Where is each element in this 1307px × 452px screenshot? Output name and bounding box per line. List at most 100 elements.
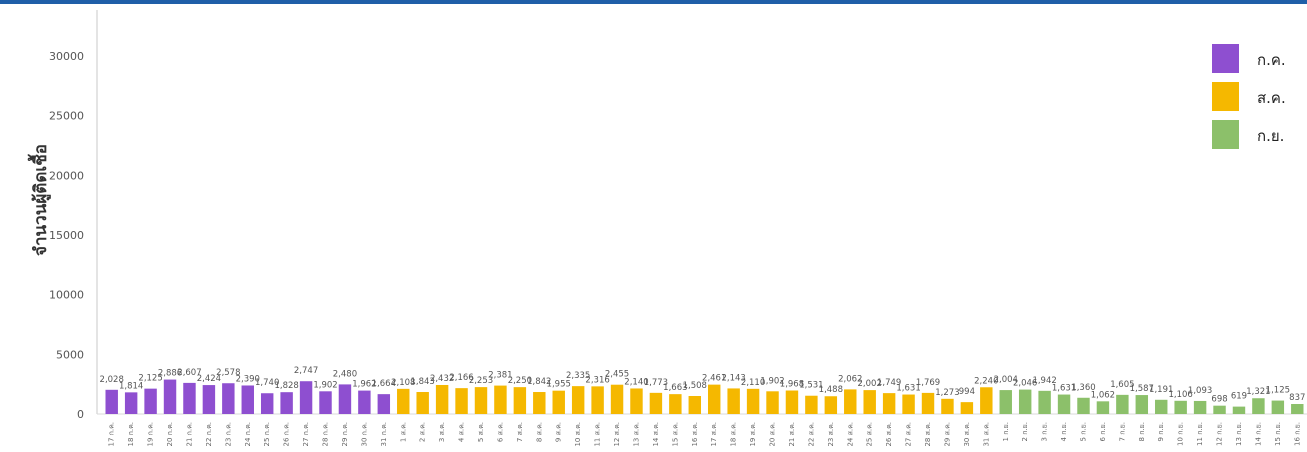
value-label: 2,166 [449,373,473,383]
value-label: 1,321 [1246,387,1270,397]
value-label: 1,531 [799,381,823,391]
bar [591,386,604,414]
x-tick-label: 9 ก.ย. [1157,422,1165,441]
value-label: 837 [1289,393,1305,403]
value-label: 2,108 [391,378,415,388]
bar [882,393,896,414]
value-label: 1,273 [935,388,959,398]
x-tick-label: 16 ส.ค. [691,422,699,447]
value-label: 2,046 [1013,379,1037,389]
x-tick-label: 22 ก.ค. [205,422,213,447]
value-label: 1,902 [313,380,337,390]
x-tick-label: 15 ก.ย. [1274,422,1282,446]
bar [435,384,449,414]
y-tick-label: 5000 [56,348,84,361]
value-label: 1,962 [352,380,376,390]
x-tick-label: 10 ส.ค. [574,422,582,447]
bars: 2,028 17 ก.ค. 1,814 18 ก.ค. 2,125 19 ก.ค. 2,88… [100,366,1306,446]
bar [805,395,818,414]
value-label: 2,480 [333,369,357,379]
x-tick-label: 24 ก.ค. [244,422,252,447]
value-label: 1,740 [255,378,279,388]
bar [1018,389,1032,414]
x-tick-label: 30 ส.ค. [963,422,971,447]
x-tick-label: 31 ก.ค. [380,422,388,447]
bar [260,393,274,414]
x-tick-label: 9 ส.ค. [555,422,563,442]
value-label: 1,062 [1091,390,1115,400]
x-tick-label: 14 ส.ค. [652,422,660,447]
x-tick-label: 29 ส.ค. [943,422,951,447]
x-tick-label: 25 ก.ค. [263,422,271,447]
value-label: 2,062 [838,374,862,384]
bar [222,383,235,414]
bar [1193,400,1207,414]
bar [902,394,915,414]
value-label: 1,631 [1052,384,1076,394]
x-tick-label: 10 ก.ย. [1177,422,1185,446]
x-tick-label: 19 ส.ค. [749,422,757,447]
x-tick-label: 21 ส.ค. [788,422,796,447]
legend-swatch [1212,120,1239,149]
value-label: 1,769 [916,378,940,388]
axes: 0 5000 10000 15000 20000 25000 30000 [49,10,1307,421]
value-label: 1,902 [760,376,784,386]
bar [785,390,799,414]
value-label: 1,631 [896,384,920,394]
x-tick-label: 26 ส.ค. [885,422,893,447]
x-tick-label: 12 ก.ย. [1216,422,1224,446]
value-label: 2,424 [197,374,221,384]
value-label: 2,125 [138,374,162,384]
legend-label: ส.ค. [1257,89,1286,107]
value-label: 2,110 [741,378,765,388]
value-label: 1,360 [1071,383,1095,393]
bar [863,390,876,414]
value-label: 2,607 [177,368,201,378]
value-label: 2,432 [430,374,454,384]
bar [999,390,1012,414]
bar [610,384,624,414]
bar [844,389,857,414]
y-tick-label: 0 [77,408,84,421]
bar [980,387,993,414]
x-tick-label: 1 ก.ย. [1002,422,1010,441]
x-tick-label: 6 ส.ค. [496,422,504,442]
x-tick-label: 5 ส.ค. [477,422,485,442]
value-label: 1,773 [644,378,668,388]
value-label: 1,749 [877,378,901,388]
value-label: 1,842 [527,377,551,387]
value-label: 1,587 [1130,384,1154,394]
bar [1271,400,1285,414]
bar [1135,395,1149,414]
value-label: 994 [959,387,975,397]
value-label: 2,004 [994,375,1018,385]
x-tick-label: 4 ส.ค. [458,422,466,442]
bar [183,382,196,414]
value-label: 1,663 [663,383,687,393]
x-tick-label: 15 ส.ค. [671,422,679,447]
x-tick-label: 27 ส.ค. [905,422,913,447]
bar [533,392,546,414]
bar [921,392,935,414]
x-tick-label: 7 ก.ย. [1118,422,1126,441]
bar [1155,399,1168,414]
x-tick-label: 3 ก.ย. [1041,422,1049,441]
bar [358,390,371,414]
value-label: 698 [1211,395,1227,405]
x-tick-label: 11 ก.ย. [1196,422,1204,446]
bar [474,387,488,414]
legend-swatch [1212,44,1239,73]
bar [941,398,954,414]
bar [571,386,585,414]
bar [280,392,293,414]
bar [241,385,254,414]
value-label: 1,488 [819,385,843,395]
value-label: 2,578 [216,368,240,378]
bar [124,392,138,414]
bar [338,384,352,414]
value-label: 1,968 [780,380,804,390]
value-label: 2,461 [702,374,726,384]
bar [377,394,391,414]
bar [1096,401,1110,414]
